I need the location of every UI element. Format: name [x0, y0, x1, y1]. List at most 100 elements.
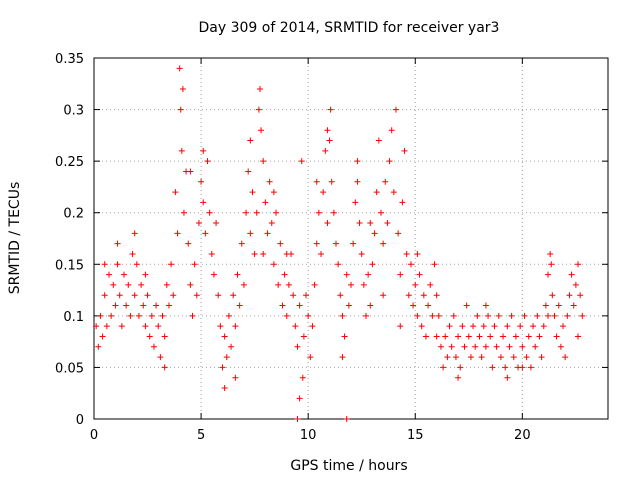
data-point: [114, 240, 121, 247]
data-point: [333, 240, 340, 247]
x-tick-label: 5: [197, 428, 205, 443]
data-point: [420, 292, 427, 299]
data-point: [213, 220, 220, 227]
data-point: [512, 333, 519, 340]
data-point: [405, 292, 412, 299]
data-points: [93, 65, 586, 422]
data-point: [435, 312, 442, 319]
data-point: [356, 220, 363, 227]
data-point: [339, 354, 346, 361]
data-point: [249, 189, 256, 196]
data-point: [442, 333, 449, 340]
data-point: [324, 127, 331, 134]
data-point: [198, 178, 205, 185]
data-point: [380, 240, 387, 247]
data-point: [551, 312, 558, 319]
data-point: [127, 312, 134, 319]
data-point: [431, 261, 438, 268]
y-tick-label: 0.3: [63, 104, 84, 119]
data-point: [300, 333, 307, 340]
data-point: [133, 261, 140, 268]
data-point: [219, 364, 226, 371]
data-point: [283, 312, 290, 319]
data-point: [403, 250, 410, 257]
data-point: [410, 302, 417, 309]
data-point: [542, 302, 549, 309]
data-point: [425, 302, 432, 309]
data-point: [129, 250, 136, 257]
data-point: [497, 354, 504, 361]
data-point: [392, 106, 399, 113]
x-tick-label: 10: [300, 428, 317, 443]
data-point: [187, 281, 194, 288]
data-point: [283, 250, 290, 257]
data-point: [217, 323, 224, 330]
data-point: [414, 312, 421, 319]
data-point: [170, 292, 177, 299]
data-point: [519, 364, 526, 371]
data-point: [187, 168, 194, 175]
x-axis-label: GPS time / hours: [290, 458, 407, 474]
data-point: [547, 250, 554, 257]
y-tick-label: 0: [76, 413, 84, 428]
data-point: [493, 343, 500, 350]
data-point: [135, 312, 142, 319]
data-point: [208, 250, 215, 257]
data-point: [327, 106, 334, 113]
data-point: [337, 292, 344, 299]
data-point: [161, 333, 168, 340]
data-point: [277, 240, 284, 247]
data-point: [429, 312, 436, 319]
data-point: [247, 137, 254, 144]
data-point: [210, 271, 217, 278]
data-point: [527, 364, 534, 371]
data-point: [440, 364, 447, 371]
data-point: [294, 343, 301, 350]
y-tick-label: 0.2: [63, 207, 84, 222]
data-point: [318, 250, 325, 257]
data-point: [93, 323, 100, 330]
data-point: [407, 261, 414, 268]
data-point: [324, 220, 331, 227]
data-point: [200, 199, 207, 206]
data-point: [521, 312, 528, 319]
data-point: [138, 281, 145, 288]
data-point: [195, 220, 202, 227]
data-point: [260, 250, 267, 257]
data-point: [416, 271, 423, 278]
data-point: [116, 292, 123, 299]
data-point: [120, 271, 127, 278]
data-point: [384, 220, 391, 227]
data-point: [478, 354, 485, 361]
data-point: [253, 209, 260, 216]
data-point: [545, 271, 552, 278]
data-point: [491, 323, 498, 330]
data-point: [487, 333, 494, 340]
data-point: [174, 230, 181, 237]
data-point: [500, 333, 507, 340]
data-point: [159, 312, 166, 319]
data-point: [305, 312, 312, 319]
data-point: [95, 343, 102, 350]
x-tick-label: 20: [514, 428, 531, 443]
data-point: [485, 312, 492, 319]
data-point: [568, 271, 575, 278]
data-point: [238, 240, 245, 247]
data-point: [433, 333, 440, 340]
data-point: [523, 354, 530, 361]
data-point: [266, 178, 273, 185]
data-point: [367, 302, 374, 309]
data-point: [375, 137, 382, 144]
data-point: [470, 323, 477, 330]
data-point: [202, 230, 209, 237]
y-tick-labels: 0 0.05 0.1 0.15 0.2 0.25 0.3 0.35: [55, 52, 84, 428]
y-tick-label: 0.15: [55, 258, 84, 273]
data-point: [575, 333, 582, 340]
data-point: [461, 343, 468, 350]
data-point: [258, 127, 265, 134]
data-point: [311, 281, 318, 288]
data-point: [350, 240, 357, 247]
data-point: [444, 354, 451, 361]
data-point: [377, 209, 384, 216]
data-point: [260, 158, 267, 165]
